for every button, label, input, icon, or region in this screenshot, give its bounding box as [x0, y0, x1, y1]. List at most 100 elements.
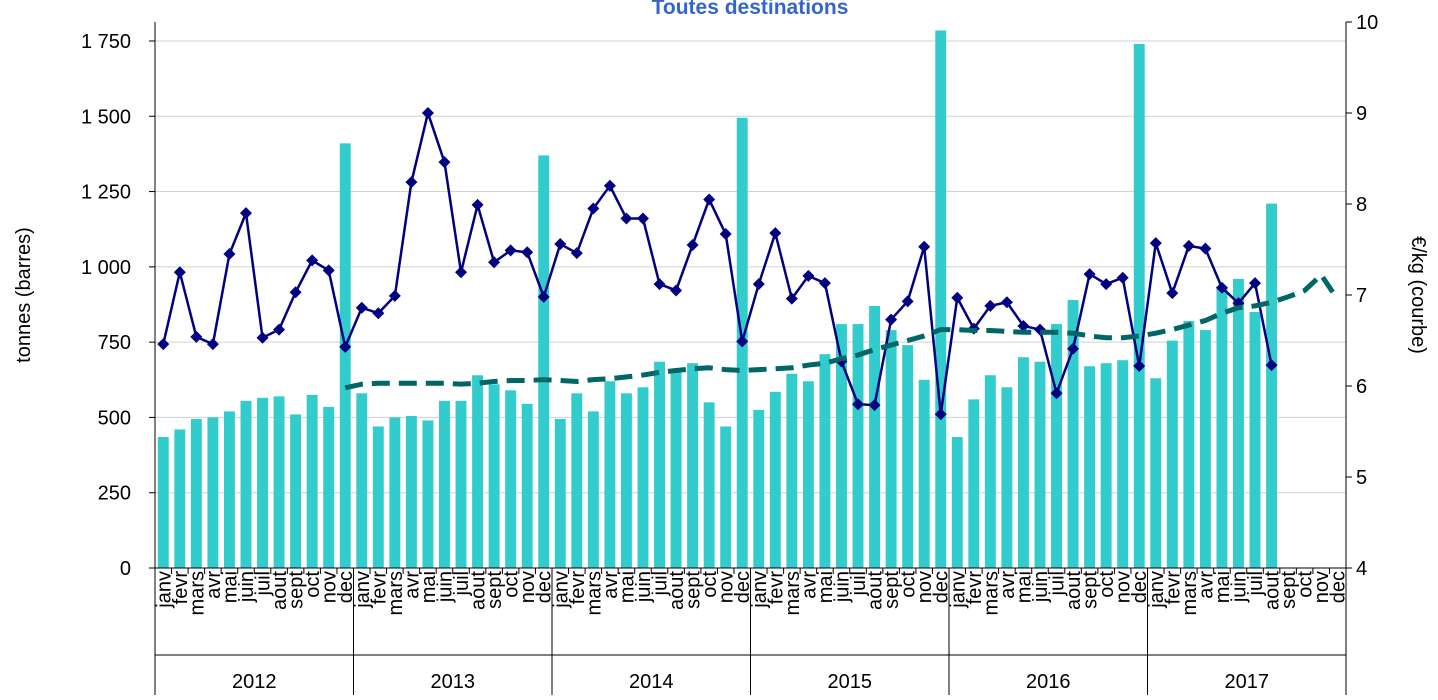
- marker: [1249, 277, 1262, 290]
- x-tick-label: janv: [153, 571, 175, 609]
- bar: [984, 375, 996, 568]
- marker: [372, 307, 385, 320]
- bar: [786, 373, 798, 568]
- x-tick-label: juil: [1047, 571, 1069, 596]
- bar: [306, 394, 318, 568]
- bar: [405, 415, 417, 568]
- x-tick-label: mai: [616, 571, 638, 603]
- bar: [637, 387, 649, 568]
- x-tick-label: juin: [1228, 571, 1250, 603]
- bar: [1001, 387, 1013, 568]
- x-tick-label: janv: [749, 571, 771, 609]
- x-tick-label: nov: [517, 571, 539, 603]
- bar: [703, 402, 715, 568]
- x-tick-label: oct: [501, 571, 523, 598]
- marker: [636, 212, 649, 225]
- marker: [984, 299, 997, 312]
- marker: [273, 323, 286, 336]
- bar: [339, 143, 351, 568]
- x-tick-label: aout: [1063, 571, 1085, 610]
- x-tick-label: aout: [666, 571, 688, 610]
- x-tick-label: fevr: [170, 571, 192, 605]
- bar: [753, 409, 765, 568]
- x-tick-label: fevr: [1162, 571, 1184, 605]
- x-tick-label: mars: [583, 571, 605, 615]
- bar: [902, 345, 914, 568]
- group-label: 2017: [1225, 671, 1270, 693]
- x-tick-label: sept: [1278, 571, 1300, 609]
- bar: [1266, 203, 1278, 568]
- bar: [935, 30, 947, 568]
- x-tick-label: nov: [914, 571, 936, 603]
- bar: [1034, 361, 1046, 568]
- marker: [951, 291, 964, 304]
- x-tick-label: juil: [848, 571, 870, 596]
- marker: [289, 286, 302, 299]
- x-tick-label: juin: [1030, 571, 1052, 603]
- x-tick-label: dec: [732, 571, 754, 603]
- marker: [1149, 237, 1162, 250]
- y-axis-label: tonnes (barres): [13, 227, 35, 363]
- y-tick-label: 1 500: [81, 106, 131, 128]
- marker: [653, 278, 666, 291]
- bar: [1017, 357, 1029, 568]
- bar: [604, 381, 616, 568]
- marker: [1116, 271, 1129, 284]
- marker: [686, 238, 699, 251]
- x-tick-label: fevr: [368, 571, 390, 605]
- bar: [951, 436, 963, 568]
- bar: [356, 393, 368, 568]
- marker: [736, 335, 749, 348]
- x-tick-label: sept: [683, 571, 705, 609]
- marker: [1265, 359, 1278, 372]
- bar: [1100, 363, 1112, 568]
- x-tick-label: juin: [236, 571, 258, 603]
- bar: [207, 417, 219, 568]
- bar: [1150, 378, 1162, 568]
- marker: [818, 277, 831, 290]
- group-label: 2016: [1026, 671, 1071, 693]
- bar: [1117, 360, 1129, 568]
- bar: [571, 393, 583, 568]
- chart-title: Toutes destinations: [652, 0, 849, 19]
- bar: [521, 403, 533, 568]
- bar: [1166, 340, 1178, 568]
- bar: [157, 436, 169, 568]
- x-tick-label: sept: [286, 571, 308, 609]
- marker: [769, 227, 782, 240]
- marker: [852, 398, 865, 411]
- x-tick-label: nov: [716, 571, 738, 603]
- bar: [190, 418, 202, 568]
- bar: [1199, 330, 1211, 568]
- x-tick-label: oct: [1096, 571, 1118, 598]
- y-tick-label: 500: [98, 407, 131, 429]
- y-tick-label: 1 750: [81, 31, 131, 53]
- x-tick-label: sept: [1080, 571, 1102, 609]
- line: [162, 108, 1273, 415]
- bar: [654, 361, 665, 568]
- marker: [1199, 242, 1212, 255]
- bar: [389, 417, 401, 568]
- bar: [587, 411, 599, 568]
- x-tick-label: mai: [1212, 571, 1234, 603]
- bar: [1249, 312, 1261, 568]
- bar: [1067, 299, 1079, 568]
- x-tick-label: juin: [633, 571, 655, 603]
- y-tick-label: 1 250: [81, 182, 131, 204]
- x-tick-label: sept: [881, 571, 903, 609]
- marker: [471, 198, 484, 211]
- marker: [703, 193, 716, 206]
- y2-tick-label: 4: [1356, 558, 1367, 580]
- x-tick-label: avr: [401, 571, 423, 599]
- marker: [1017, 319, 1030, 332]
- group-label: 2014: [629, 671, 674, 693]
- bar: [372, 426, 384, 568]
- bar: [488, 384, 500, 568]
- bar: [802, 381, 814, 568]
- y2-tick-label: 7: [1356, 285, 1367, 307]
- marker: [934, 408, 947, 421]
- marker: [670, 284, 683, 297]
- y2-tick-label: 10: [1356, 12, 1378, 34]
- x-tick-label: aout: [1262, 571, 1284, 610]
- marker: [1133, 359, 1146, 372]
